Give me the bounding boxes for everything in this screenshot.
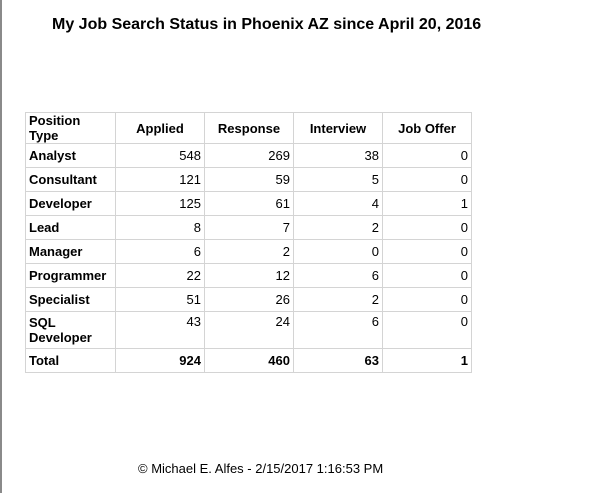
table-row: Manager 6 2 0 0 xyxy=(25,239,472,264)
job-offer-cell: 0 xyxy=(382,239,472,264)
applied-cell: 22 xyxy=(115,263,205,288)
table-row: Analyst 548 269 38 0 xyxy=(25,143,472,168)
position-type-cell: Lead xyxy=(25,215,116,240)
applied-cell: 51 xyxy=(115,287,205,312)
header-response: Response xyxy=(204,112,294,144)
applied-cell: 6 xyxy=(115,239,205,264)
position-type-cell: Developer xyxy=(25,191,116,216)
job-status-table: Position Type Applied Response Interview… xyxy=(25,112,472,373)
position-type-cell: SQL Developer xyxy=(25,311,116,349)
response-cell: 7 xyxy=(204,215,294,240)
header-applied: Applied xyxy=(115,112,205,144)
interview-cell: 5 xyxy=(293,167,383,192)
total-row: Total 924 460 63 1 xyxy=(25,348,472,373)
table-row: Developer 125 61 4 1 xyxy=(25,191,472,216)
job-offer-cell: 1 xyxy=(382,191,472,216)
response-cell: 24 xyxy=(204,311,294,349)
interview-cell: 2 xyxy=(293,215,383,240)
total-label: Total xyxy=(25,348,116,373)
response-cell: 269 xyxy=(204,143,294,168)
job-offer-cell: 0 xyxy=(382,311,472,349)
table-row: Lead 8 7 2 0 xyxy=(25,215,472,240)
response-cell: 61 xyxy=(204,191,294,216)
position-type-cell: Programmer xyxy=(25,263,116,288)
response-cell: 2 xyxy=(204,239,294,264)
applied-cell: 8 xyxy=(115,215,205,240)
job-offer-cell: 0 xyxy=(382,263,472,288)
header-interview: Interview xyxy=(293,112,383,144)
applied-cell: 548 xyxy=(115,143,205,168)
interview-cell: 6 xyxy=(293,311,383,349)
position-type-cell: Analyst xyxy=(25,143,116,168)
copyright-footer: © Michael E. Alfes - 2/15/2017 1:16:53 P… xyxy=(138,461,384,476)
job-offer-cell: 0 xyxy=(382,167,472,192)
page-title: My Job Search Status in Phoenix AZ since… xyxy=(52,16,482,33)
interview-cell: 38 xyxy=(293,143,383,168)
total-applied: 924 xyxy=(115,348,205,373)
table-row: Specialist 51 26 2 0 xyxy=(25,287,472,312)
table-row: Programmer 22 12 6 0 xyxy=(25,263,472,288)
interview-cell: 6 xyxy=(293,263,383,288)
left-border xyxy=(0,0,2,493)
header-job-offer: Job Offer xyxy=(382,112,472,144)
job-offer-cell: 0 xyxy=(382,143,472,168)
total-interview: 63 xyxy=(293,348,383,373)
table-row: Consultant 121 59 5 0 xyxy=(25,167,472,192)
job-offer-cell: 0 xyxy=(382,215,472,240)
applied-cell: 43 xyxy=(115,311,205,349)
applied-cell: 125 xyxy=(115,191,205,216)
total-response: 460 xyxy=(204,348,294,373)
table-row: SQL Developer 43 24 6 0 xyxy=(25,311,472,349)
position-type-cell: Manager xyxy=(25,239,116,264)
applied-cell: 121 xyxy=(115,167,205,192)
interview-cell: 0 xyxy=(293,239,383,264)
header-position-type: Position Type xyxy=(25,112,116,144)
total-job-offer: 1 xyxy=(382,348,472,373)
response-cell: 59 xyxy=(204,167,294,192)
position-type-cell: Specialist xyxy=(25,287,116,312)
job-offer-cell: 0 xyxy=(382,287,472,312)
response-cell: 12 xyxy=(204,263,294,288)
position-type-cell: Consultant xyxy=(25,167,116,192)
response-cell: 26 xyxy=(204,287,294,312)
interview-cell: 4 xyxy=(293,191,383,216)
interview-cell: 2 xyxy=(293,287,383,312)
table-header-row: Position Type Applied Response Interview… xyxy=(25,112,472,144)
